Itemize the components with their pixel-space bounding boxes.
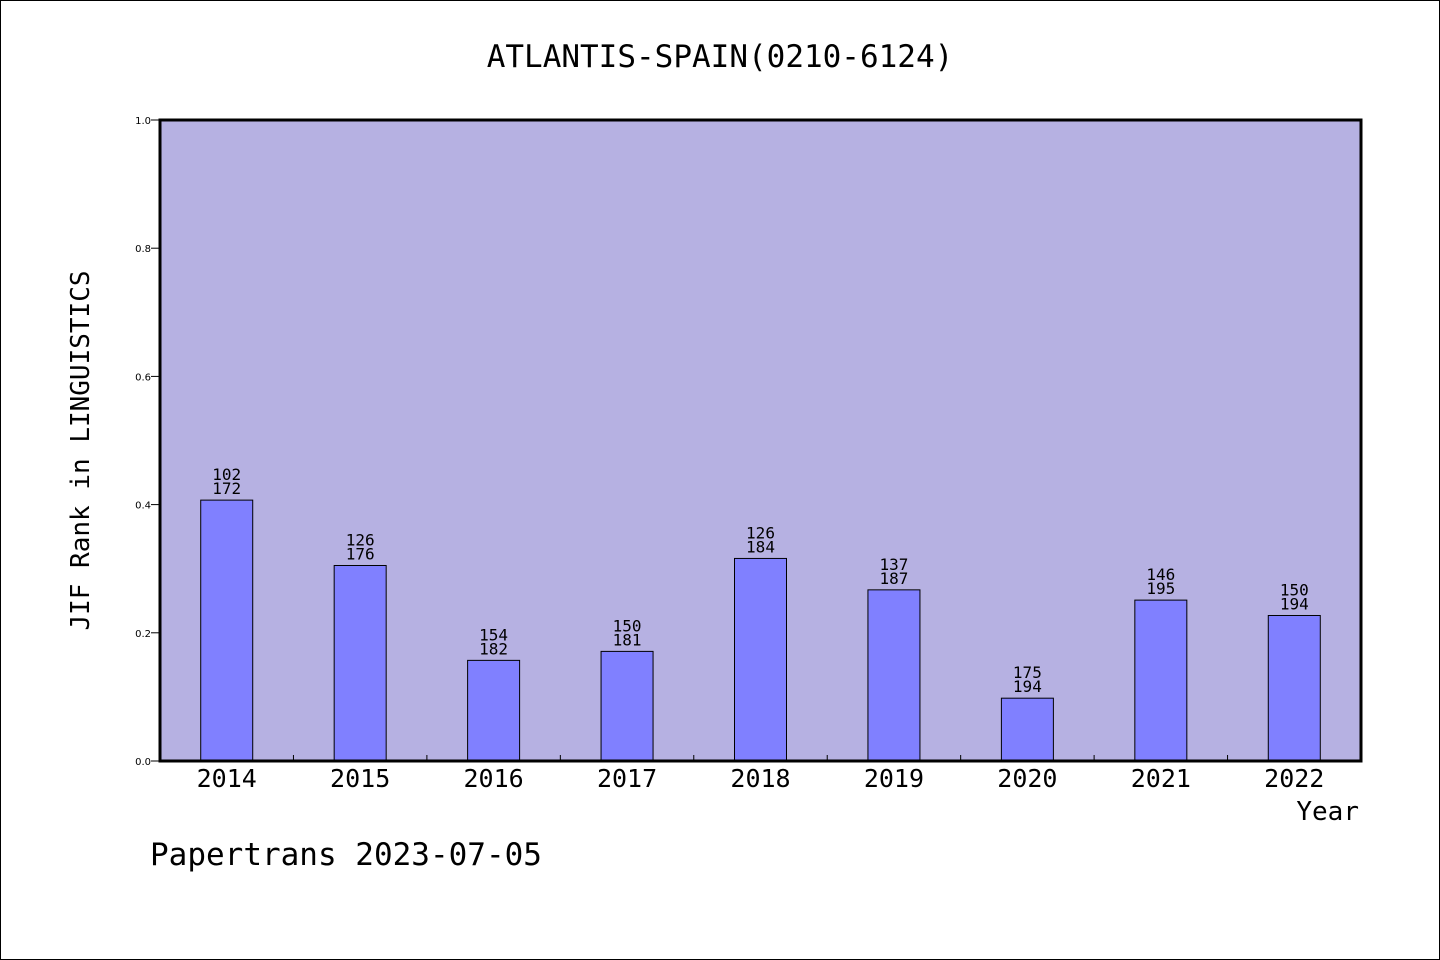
y-tick-label: 0.4 — [135, 501, 151, 512]
bar-rank-label: 146 — [1146, 565, 1175, 584]
bar-2019 — [867, 589, 921, 762]
y-axis-ticks: 0.0 0.2 0.4 0.6 0.8 1.0 — [135, 116, 160, 768]
x-tick-label: 2017 — [597, 764, 657, 793]
y-tick-label: 0.0 — [135, 757, 151, 768]
bar-2014 — [200, 499, 254, 762]
bar-rank-label: 175 — [1013, 663, 1042, 682]
bar-total-label: 172 — [212, 479, 241, 498]
bar-rank-label: 102 — [212, 465, 241, 484]
bar-total-label: 195 — [1146, 579, 1175, 598]
bar-total-label: 182 — [479, 639, 508, 658]
y-tick-label: 0.2 — [135, 629, 151, 640]
bar-rank-label: 126 — [346, 530, 375, 549]
x-tick-label: 2016 — [464, 764, 524, 793]
bar-total-label: 181 — [613, 630, 642, 649]
y-axis-label: JIF Rank in LINGUISTICS — [66, 270, 96, 630]
bar-2020 — [1000, 697, 1054, 762]
bar-total-label: 184 — [746, 537, 775, 556]
bar-2016 — [467, 659, 521, 762]
x-tick-label: 2015 — [330, 764, 390, 793]
x-tick-label: 2020 — [997, 764, 1057, 793]
x-axis-label: Year — [1296, 797, 1359, 827]
bar-rank-label: 137 — [879, 555, 908, 574]
bar-rank-label: 154 — [479, 625, 508, 644]
y-tick-label: 0.8 — [135, 244, 151, 255]
plot-border — [158, 118, 1363, 763]
bars-layer — [200, 499, 1321, 762]
bar-total-label: 176 — [346, 544, 375, 563]
bar-total-label: 194 — [1280, 594, 1309, 613]
y-tick-label: 0.6 — [135, 372, 151, 383]
bar-total-label: 194 — [1013, 677, 1042, 696]
x-tick-label: 2021 — [1131, 764, 1191, 793]
x-tick-label: 2014 — [197, 764, 257, 793]
x-tick-label: 2018 — [730, 764, 790, 793]
bar-rank-label: 150 — [1280, 580, 1309, 599]
bar-2018 — [734, 557, 787, 762]
bar-2022 — [1267, 614, 1321, 762]
chart-title: ATLANTIS-SPAIN(0210-6124) — [487, 39, 954, 75]
bar-rank-label: 150 — [613, 616, 642, 635]
bar-total-label: 187 — [879, 569, 908, 588]
x-tick-label: 2019 — [864, 764, 924, 793]
bar-2015 — [333, 564, 387, 762]
bar-labels-layer: 1021721261761541821501811261841371871751… — [212, 465, 1308, 696]
bar-2021 — [1134, 599, 1188, 762]
footer-date-stamp: Papertrans 2023-07-05 — [150, 837, 542, 873]
x-axis-ticks: 2014 2015 2016 2017 2018 2019 2020 2021 2022 — [197, 755, 1324, 793]
bar-2017 — [600, 650, 654, 762]
x-tick-label: 2022 — [1264, 764, 1324, 793]
bar-rank-label: 126 — [746, 523, 775, 542]
y-tick-label: 1.0 — [135, 116, 151, 127]
